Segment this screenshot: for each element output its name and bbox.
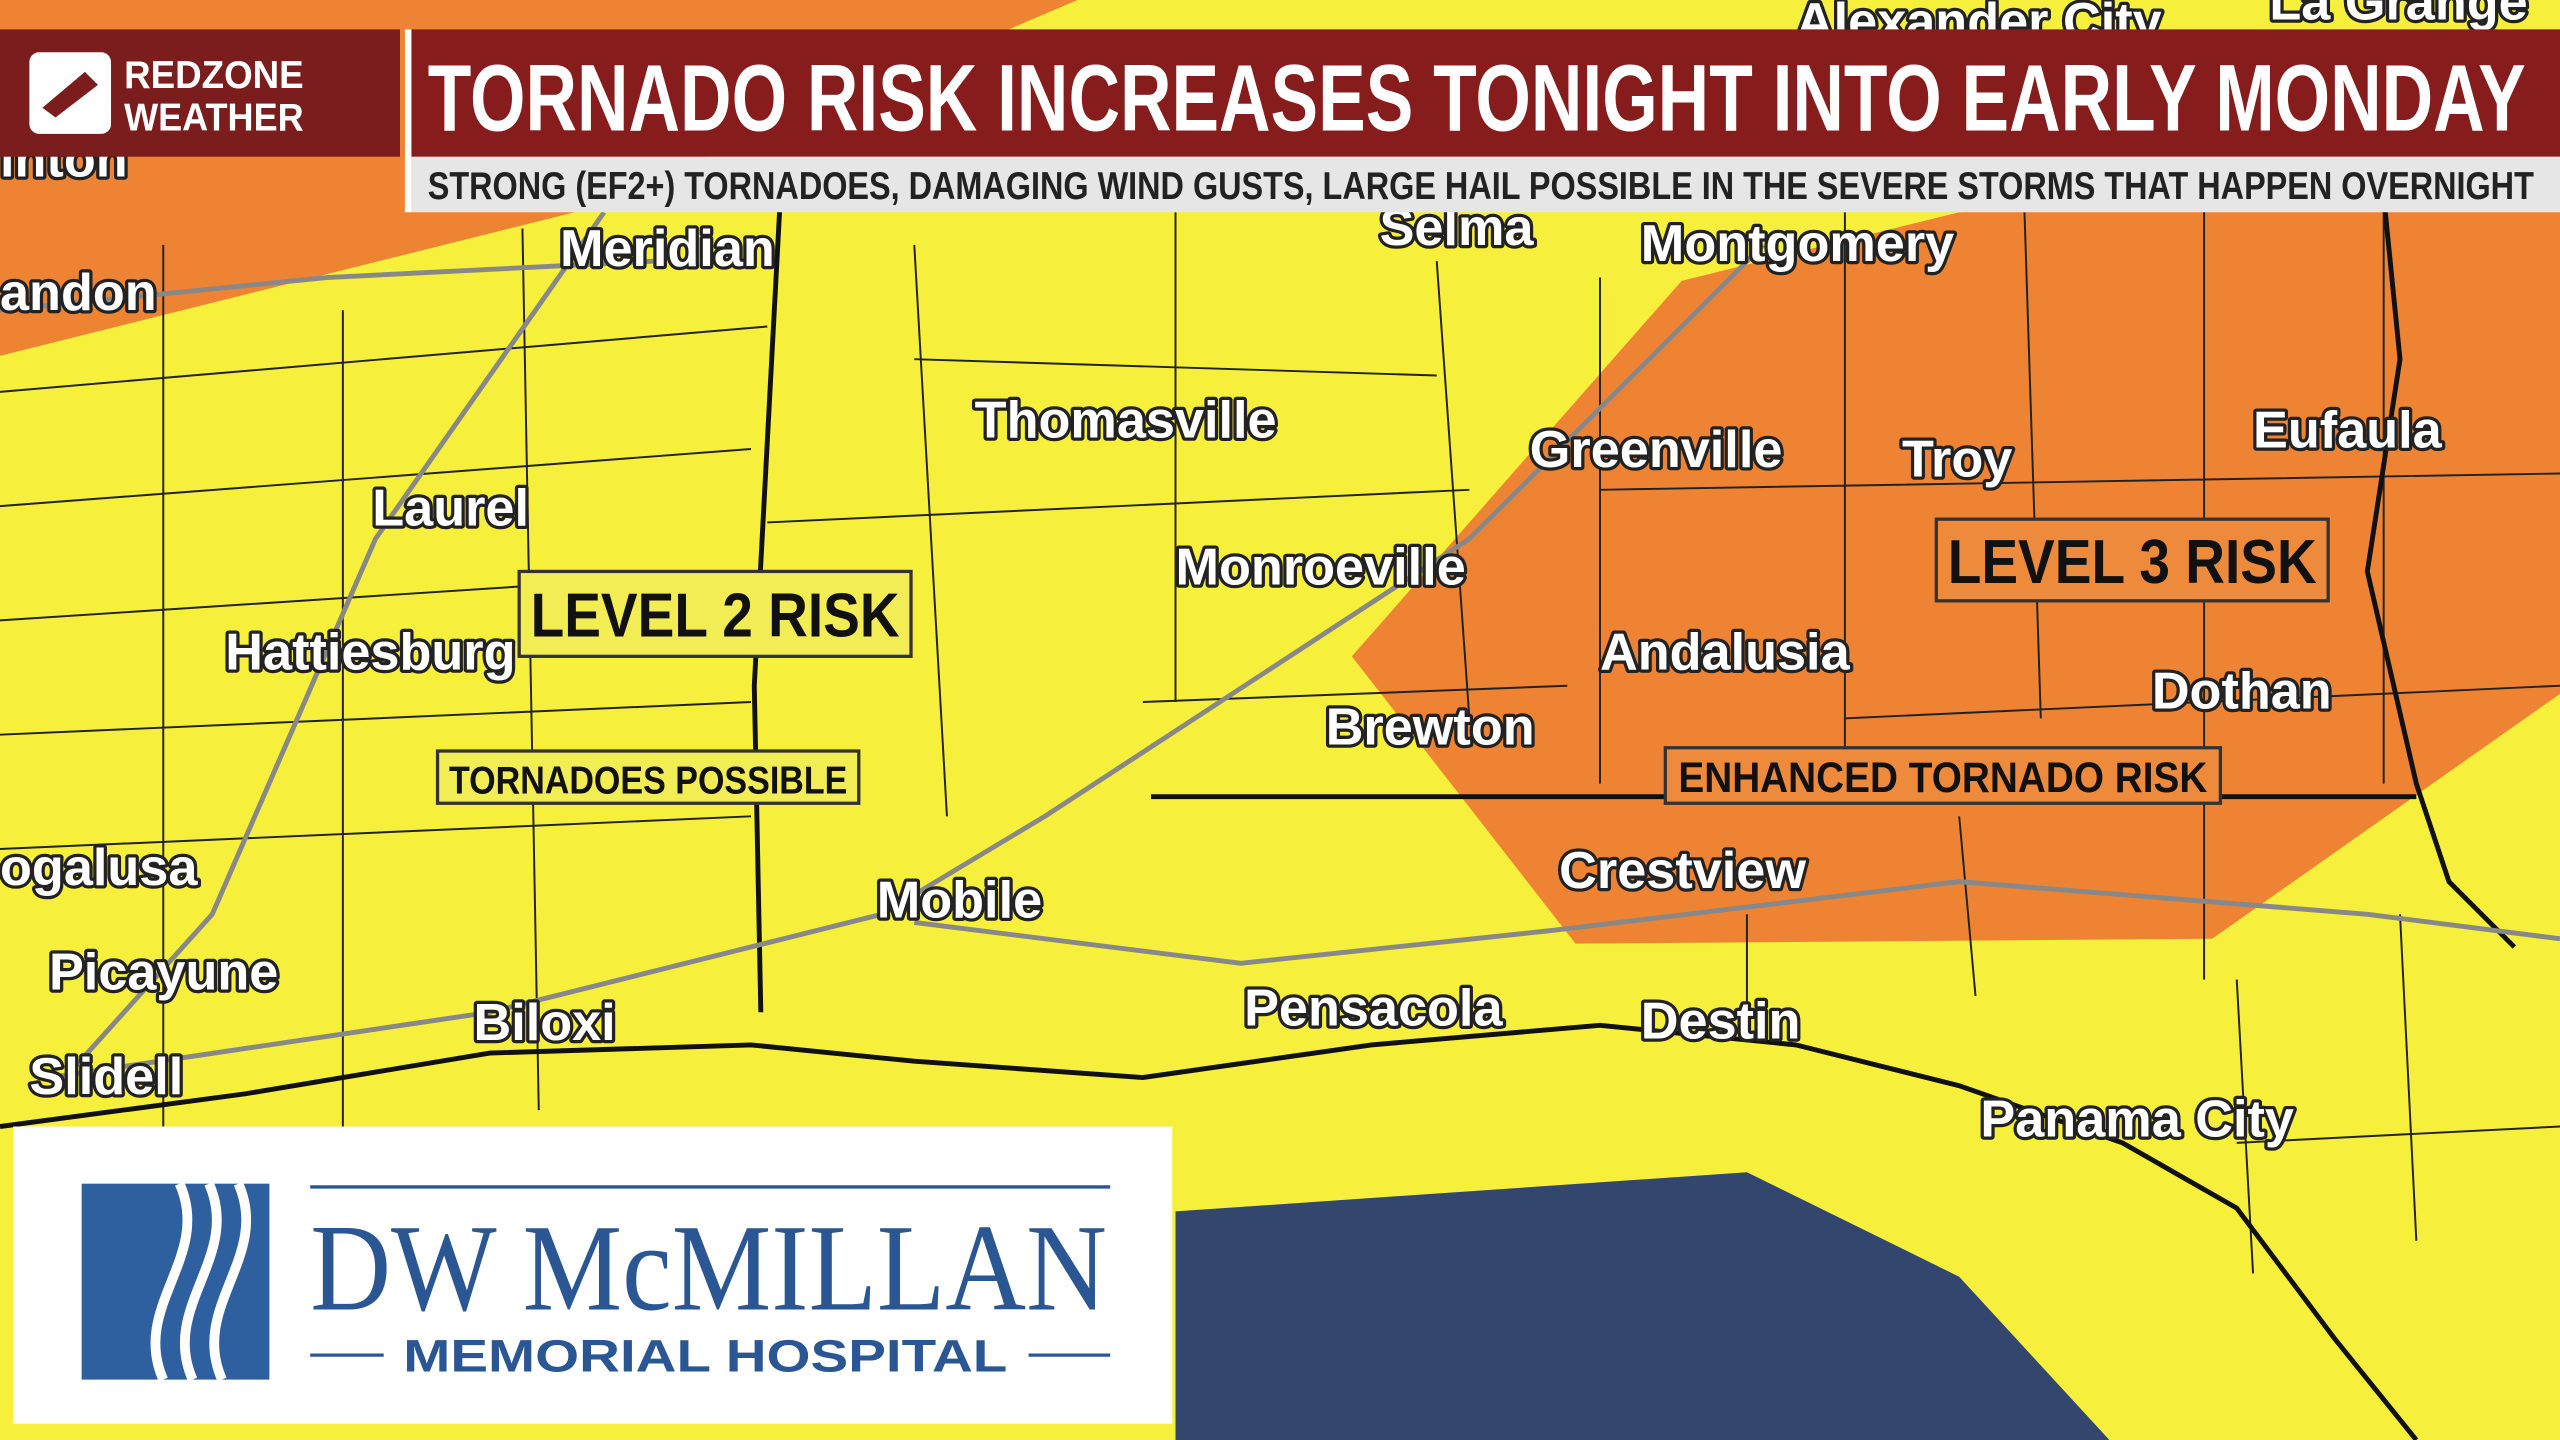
city-label: Slidell xyxy=(29,1048,183,1106)
city-label: Dothan xyxy=(2152,663,2332,721)
sponsor-tagline: MEMORIAL HOSPITAL xyxy=(403,1330,1007,1381)
risk-box xyxy=(1934,517,2330,603)
brand-text: REDZONE xyxy=(124,54,304,97)
city-label: Pensacola xyxy=(1244,979,1503,1037)
city-label: Andalusia xyxy=(1600,623,1851,681)
city-label: Greenville xyxy=(1530,421,1783,479)
roads xyxy=(0,210,2560,1080)
city-label: Biloxi xyxy=(473,994,615,1052)
risk-label: LEVEL 2 RISK xyxy=(531,582,900,651)
coastline xyxy=(0,1022,2419,1440)
risk-box xyxy=(517,569,913,658)
city-label: La Grange xyxy=(2269,0,2527,32)
title-divider xyxy=(404,29,412,213)
city-label: Destin xyxy=(1641,992,1801,1050)
risk-label: ENHANCED TORNADO RISK xyxy=(1678,754,2207,801)
risk-label: LEVEL 3 RISK xyxy=(1948,528,2317,597)
city-label: ogalusa xyxy=(0,839,198,897)
city-label: andon xyxy=(0,264,157,322)
subtitle-bar xyxy=(411,156,2560,213)
city-label: Brewton xyxy=(1326,698,1535,756)
city-label: Monroeville xyxy=(1176,538,1466,596)
city-label: Mobile xyxy=(877,872,1042,930)
sponsor-name: DW McMILLAN xyxy=(310,1198,1107,1336)
city-labels: Alexander City La GrangeintonandonMeridia… xyxy=(0,0,2531,1152)
title-bar xyxy=(404,29,2560,157)
city-label: Montgomery xyxy=(1641,215,1954,273)
city-label: Thomasville xyxy=(975,392,1277,450)
brand-text: WEATHER xyxy=(124,97,304,140)
city-label: Picayune xyxy=(49,943,278,1001)
sponsor-logo-mark xyxy=(150,1181,252,1382)
city-label: Hattiesburg xyxy=(225,623,515,681)
city-label: Laurel xyxy=(372,480,529,538)
risk-label: TORNADOES POSSIBLE xyxy=(449,759,847,802)
city-label: Eufaula xyxy=(2253,401,2443,459)
city-label: Meridian xyxy=(560,220,775,278)
city-label: Panama City xyxy=(1980,1090,2294,1148)
city-label: Crestview xyxy=(1559,842,1806,900)
headline: TORNADO RISK INCREASES TONIGHT INTO EARL… xyxy=(428,46,2526,152)
city-label: Troy xyxy=(1902,431,2012,489)
subtitle: STRONG (EF2+) TORNADOES, DAMAGING WIND G… xyxy=(428,165,2534,208)
brand-logo-mark xyxy=(42,71,98,118)
gulf-water xyxy=(1175,1172,2110,1440)
risk-box xyxy=(435,749,861,805)
risk-box xyxy=(1663,746,2223,805)
